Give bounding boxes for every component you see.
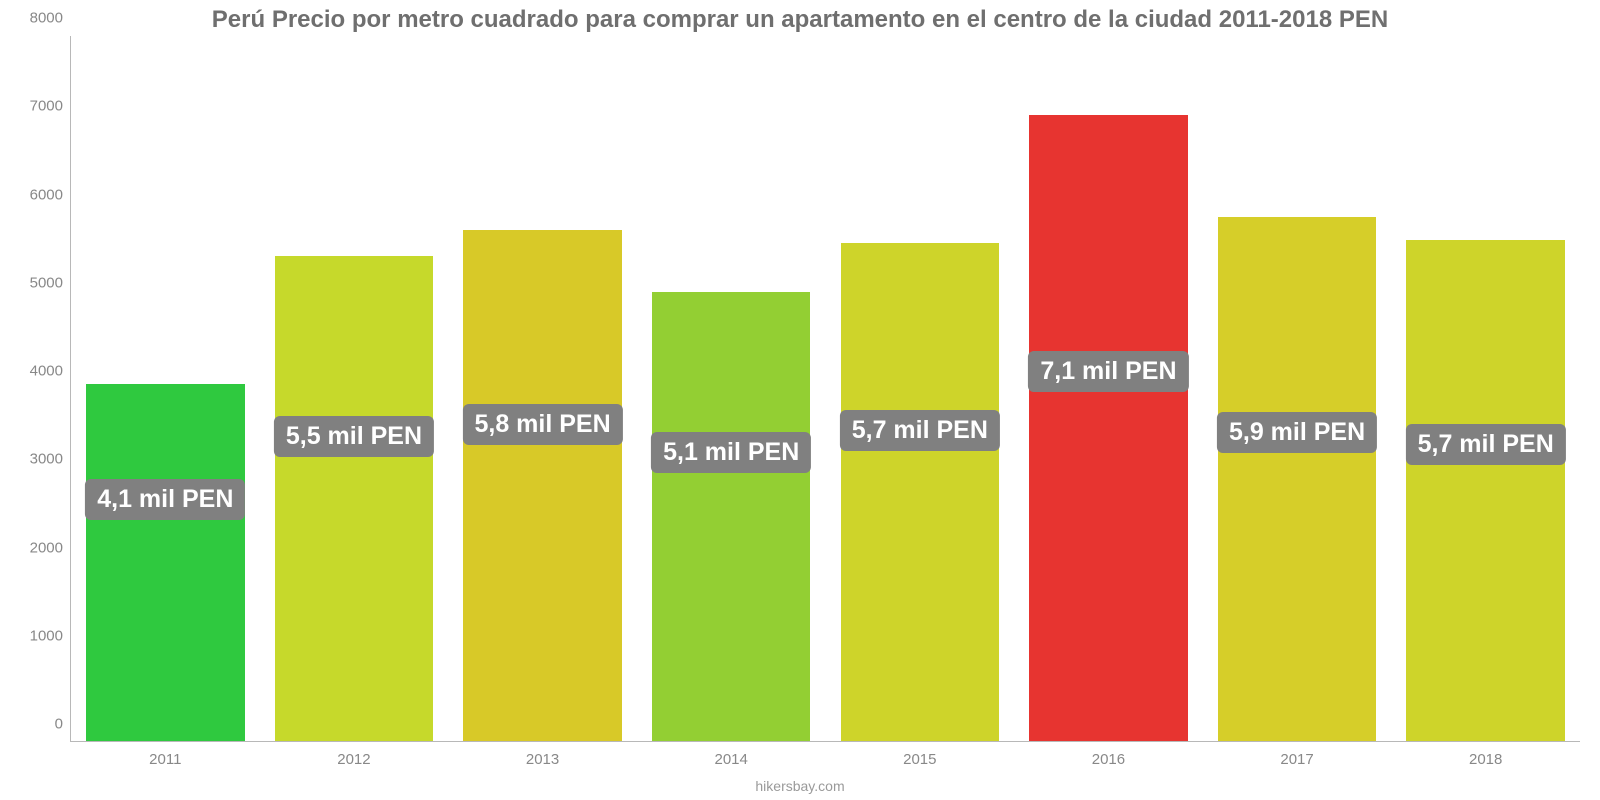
bar-slot: 5,1 mil PEN2014 (637, 36, 826, 741)
y-tick-label: 3000 (17, 451, 63, 468)
bar (652, 292, 810, 741)
bar-slot: 5,8 mil PEN2013 (448, 36, 637, 741)
bar (1218, 217, 1376, 741)
bar (463, 230, 621, 741)
bar-value-label: 5,1 mil PEN (651, 432, 811, 473)
bar (1029, 115, 1187, 741)
chart-container: Perú Precio por metro cuadrado para comp… (0, 0, 1600, 800)
x-tick-label: 2018 (1391, 741, 1580, 768)
x-tick-label: 2011 (71, 741, 260, 768)
bar (275, 256, 433, 741)
bar-value-label: 5,5 mil PEN (274, 416, 434, 457)
y-tick-label: 2000 (17, 539, 63, 556)
bar-slot: 5,9 mil PEN2017 (1203, 36, 1392, 741)
x-tick-label: 2015 (826, 741, 1015, 768)
bar (841, 243, 999, 741)
bar-value-label: 7,1 mil PEN (1028, 351, 1188, 392)
bar (86, 384, 244, 741)
bar-slot: 5,7 mil PEN2015 (826, 36, 1015, 741)
bar-value-label: 5,7 mil PEN (840, 410, 1000, 451)
bar-slot: 7,1 mil PEN2016 (1014, 36, 1203, 741)
bar-value-label: 4,1 mil PEN (85, 479, 245, 520)
chart-title: Perú Precio por metro cuadrado para comp… (0, 6, 1600, 34)
plot-area: 4,1 mil PEN20115,5 mil PEN20125,8 mil PE… (70, 36, 1580, 742)
x-tick-label: 2016 (1014, 741, 1203, 768)
chart-source: hikersbay.com (0, 778, 1600, 794)
bars-group: 4,1 mil PEN20115,5 mil PEN20125,8 mil PE… (71, 36, 1580, 741)
x-tick-label: 2014 (637, 741, 826, 768)
x-tick-label: 2013 (448, 741, 637, 768)
x-tick-label: 2012 (260, 741, 449, 768)
bar-slot: 4,1 mil PEN2011 (71, 36, 260, 741)
y-tick-label: 5000 (17, 274, 63, 291)
y-tick-label: 8000 (17, 10, 63, 27)
bar-value-label: 5,9 mil PEN (1217, 412, 1377, 453)
y-tick-label: 1000 (17, 627, 63, 644)
bar-slot: 5,7 mil PEN2018 (1391, 36, 1580, 741)
bar-slot: 5,5 mil PEN2012 (260, 36, 449, 741)
bar-value-label: 5,7 mil PEN (1406, 424, 1566, 465)
y-tick-label: 0 (17, 716, 63, 733)
bar-value-label: 5,8 mil PEN (462, 404, 622, 445)
x-tick-label: 2017 (1203, 741, 1392, 768)
y-tick-label: 7000 (17, 98, 63, 115)
y-tick-label: 4000 (17, 363, 63, 380)
bar (1406, 240, 1564, 741)
y-tick-label: 6000 (17, 186, 63, 203)
